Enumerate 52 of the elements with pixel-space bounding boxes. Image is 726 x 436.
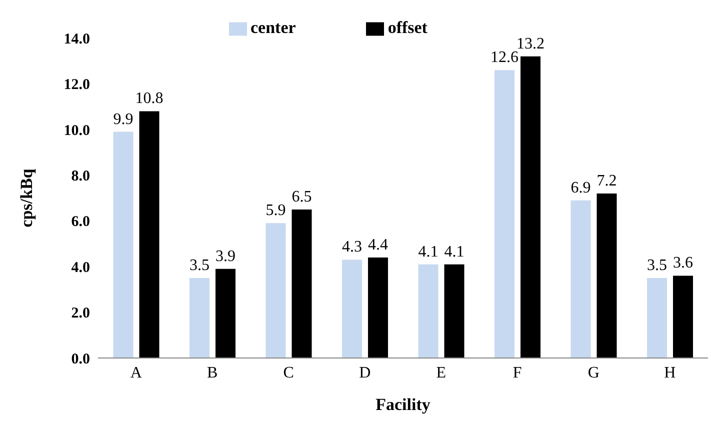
bar [494, 70, 514, 358]
y-tick-label: 10.0 [64, 122, 90, 139]
x-tick-label: C [283, 364, 294, 382]
y-tick-label: 0.0 [71, 351, 90, 368]
x-tick-label: A [130, 364, 142, 382]
bar [266, 223, 286, 358]
y-tick-label: 12.0 [64, 77, 90, 94]
y-tick-label: 14.0 [64, 31, 90, 48]
data-label: 5.9 [266, 202, 286, 220]
data-label: 3.5 [190, 257, 210, 274]
bar [673, 276, 693, 358]
bar [596, 193, 617, 358]
bar [520, 56, 540, 358]
bar [368, 257, 388, 358]
data-label: 3.9 [216, 248, 236, 265]
bar [190, 278, 210, 358]
y-tick-label: 6.0 [71, 214, 90, 230]
data-label: 4.3 [342, 238, 362, 256]
data-label: 3.5 [647, 257, 667, 274]
data-label: 3.6 [673, 254, 693, 272]
legend-label: offset [388, 18, 428, 37]
bar [292, 209, 312, 358]
bar [342, 260, 362, 358]
y-tick-label: 2.0 [71, 306, 90, 322]
bar [418, 264, 438, 358]
data-label: 4.1 [418, 243, 438, 260]
y-axis-title: cps/kBq [17, 168, 36, 228]
bar [570, 200, 591, 358]
x-tick-label: G [588, 364, 600, 382]
data-label: 9.9 [113, 110, 134, 128]
bar [113, 132, 134, 358]
x-tick-label: E [436, 364, 446, 382]
data-label: 13.2 [516, 35, 544, 52]
bar [139, 111, 160, 358]
x-tick-label: F [512, 364, 522, 382]
bar [647, 278, 667, 358]
x-axis-title: Facility [376, 395, 431, 414]
data-label: 6.9 [570, 179, 591, 196]
x-tick-label: B [207, 364, 218, 382]
data-label: 12.6 [490, 49, 518, 66]
x-tick-label: H [664, 364, 676, 382]
data-label: 4.4 [368, 236, 388, 254]
data-label: 4.1 [444, 243, 464, 260]
x-tick-label: D [359, 364, 371, 382]
legend-label: center [250, 18, 296, 37]
data-label: 7.2 [596, 172, 617, 190]
y-tick-label: 8.0 [71, 168, 90, 185]
data-label: 6.5 [292, 188, 312, 206]
bar [444, 264, 464, 358]
bar [216, 268, 236, 358]
y-tick-label: 4.0 [71, 260, 90, 276]
data-label: 10.8 [135, 90, 164, 108]
